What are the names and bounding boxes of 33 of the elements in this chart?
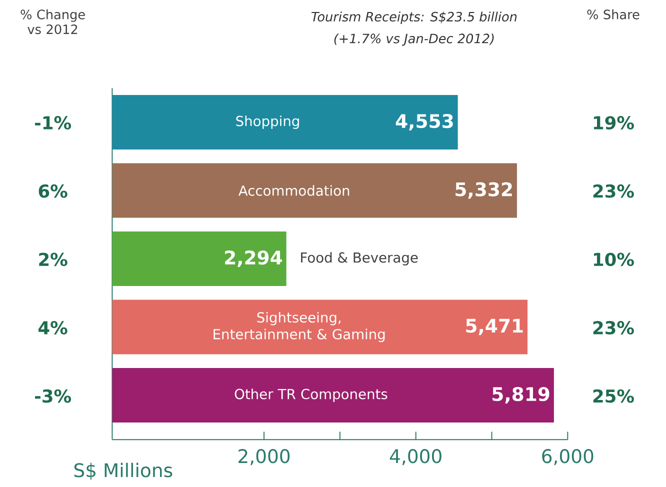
bar [112,300,528,354]
y-tick-label: Accommodation [238,185,350,196]
data-label: 5,332 [456,182,512,199]
y-tick-label: Food & Beverage [301,252,418,266]
data-label: 2,294 [225,250,282,267]
bar [112,368,554,422]
text: % Change vs 2012 [20,9,85,34]
chart-subtitle: (+1.7% vs Jan-Dec 2012) [334,33,494,46]
y-tick-label: Sightseeing, Entertainment & Gaming [214,312,385,342]
bar [112,94,458,150]
text: -3% [35,389,71,403]
x-tick-label: 6,000 [542,448,594,466]
bar [112,163,517,218]
y-tick-label: Other TR Components [234,388,388,402]
text: 2% [39,252,68,266]
text: % Share [587,9,640,20]
x-tick-label: 2,000 [238,448,290,466]
data-label: 4,553 [396,114,453,130]
chart-title: Tourism Receipts: S$23.5 billion [312,12,517,24]
x-axis-title: S$ Millions [74,462,172,480]
text: 6% [38,184,68,198]
data-label: 5,819 [492,386,550,404]
bar [112,231,286,286]
text: 10% [594,252,634,266]
x-tick-label: 4,000 [390,448,442,466]
text: 19% [594,116,634,130]
text: 25% [593,389,634,403]
text: 23% [593,184,634,198]
data-label: 5,471 [466,318,523,336]
text: -1% [35,116,71,130]
text: 4% [38,320,68,334]
y-tick-label: Shopping [236,116,299,129]
text: 23% [593,320,634,334]
